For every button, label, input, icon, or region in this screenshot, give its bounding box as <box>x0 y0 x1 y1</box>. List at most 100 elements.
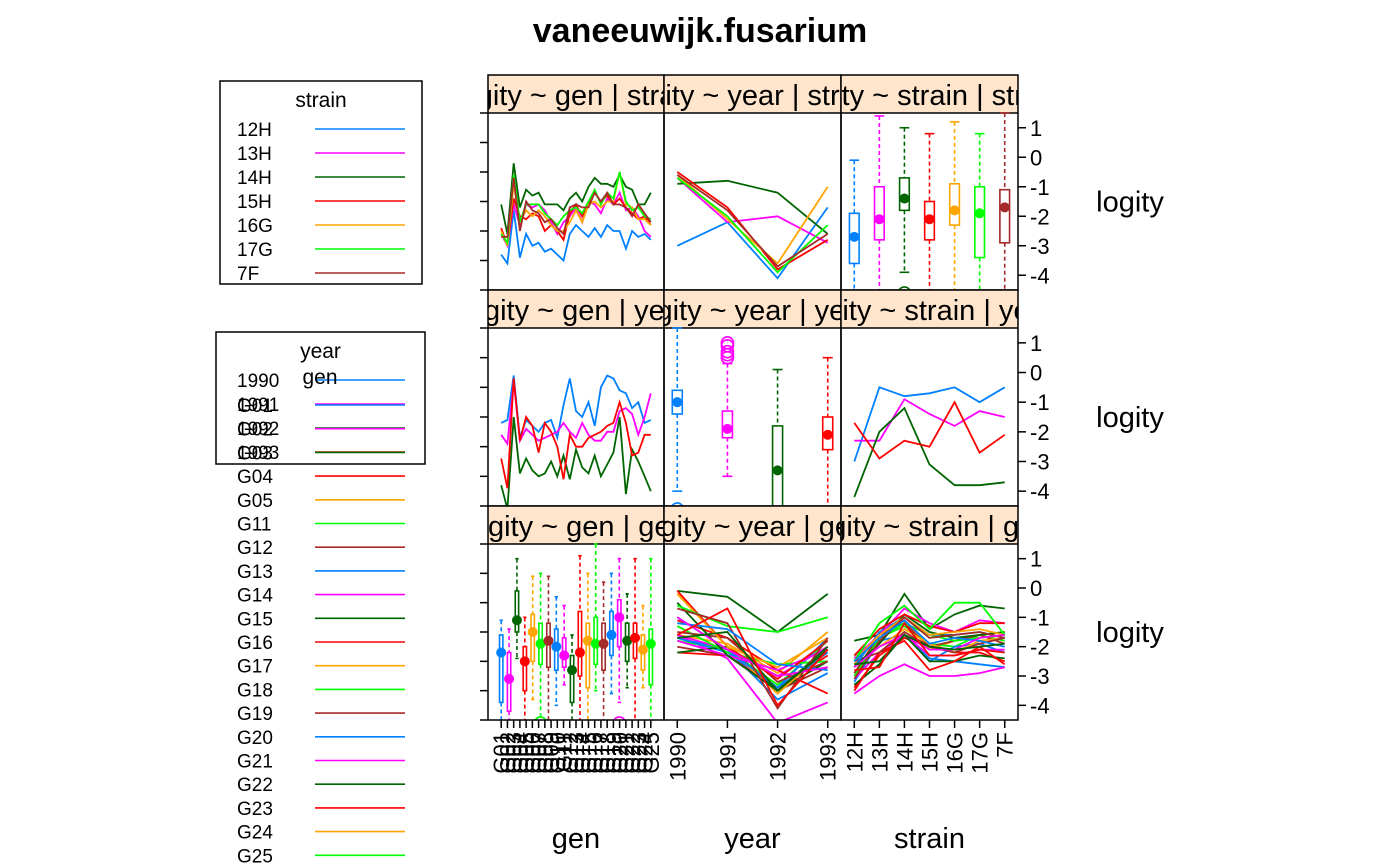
legend-area: strain 12H 13H 14H 15H 16G 17G 7F year 1990 1991 19… <box>215 80 426 866</box>
strip-background <box>488 75 664 113</box>
legend-label: G21 <box>237 752 273 773</box>
panel-3-2: logity ~ year | gen <box>664 506 841 720</box>
series-line-20 <box>853 616 1005 680</box>
series-line-5 <box>676 177 829 274</box>
x-tick-label: 13H <box>867 732 892 772</box>
boxplot-median <box>590 638 601 649</box>
x-tick-label: G21 <box>614 732 639 774</box>
x-tick-label: G16 <box>583 732 608 774</box>
boxplot-box <box>821 416 834 451</box>
x-tick-label: G18 <box>595 732 620 774</box>
legend-label: G22 <box>237 775 273 796</box>
y-axis-label: logity <box>1096 402 1164 434</box>
x-tick-label: G04 <box>508 732 533 774</box>
strip-background <box>664 506 841 544</box>
panel-content <box>500 163 652 266</box>
strip-background <box>841 290 1018 328</box>
boxplot-box <box>585 622 591 689</box>
x-tick-label: G08 <box>533 732 558 774</box>
y-tick-label: -4 <box>1030 479 1050 504</box>
legend-label: G03 <box>237 443 273 464</box>
boxplot-median <box>559 650 570 661</box>
boxplot-box <box>616 598 622 648</box>
panel-content <box>676 171 829 280</box>
panel-3-1: logity ~ gen | gen <box>488 506 664 720</box>
series-line-20 <box>677 607 829 710</box>
x-tick-label: G05 <box>514 732 539 774</box>
x-tick-label: G10 <box>545 732 570 774</box>
series-line-21 <box>677 622 828 671</box>
boxplot-median <box>999 202 1010 213</box>
boxplot-median <box>622 635 633 646</box>
strip-background <box>841 75 1018 113</box>
legend-box <box>219 80 423 285</box>
panel-1-3: logity ~ strain | strain <box>841 75 1018 290</box>
legend-label: 13H <box>237 144 272 165</box>
series-line-4 <box>500 171 652 247</box>
axes-layer: 1 0 -1 -2 -3 -4 logity 1 0 -1 -2 -3 -4 logity 1 0 -1 -2 -3… <box>480 112 1164 855</box>
legend-label: 16G <box>237 216 273 237</box>
legend-label: G15 <box>237 609 273 630</box>
legend-label: G25 <box>237 846 273 866</box>
strip-label: logity ~ year | year <box>634 295 872 327</box>
boxplot-outlier <box>898 286 911 290</box>
boxplot-outlier <box>671 502 684 506</box>
boxplot-median <box>874 214 885 225</box>
strip-background <box>488 506 664 544</box>
y-tick-label: 0 <box>1030 145 1042 170</box>
legend-label: G24 <box>237 823 273 844</box>
boxplot-median <box>974 208 985 219</box>
series-line-2 <box>677 590 829 634</box>
series-line-3 <box>500 378 651 489</box>
y-tick-label: -4 <box>1030 263 1050 288</box>
strip-label: logity ~ gen | year <box>461 295 691 327</box>
x-tick-label: 7F <box>993 732 1018 758</box>
x-tick-label: 14H <box>892 732 917 772</box>
x-tick-label: G25 <box>639 732 664 774</box>
panel-content <box>671 327 834 506</box>
x-tick-label: 1991 <box>715 732 740 781</box>
series-line-23 <box>854 633 1005 666</box>
panel-content <box>853 386 1006 498</box>
legend-label: G13 <box>237 562 273 583</box>
y-tick-label: 0 <box>1030 361 1042 386</box>
series-line-1 <box>676 634 829 720</box>
boxplot-median <box>630 632 641 643</box>
y-tick-label: -2 <box>1030 635 1050 660</box>
x-tick-label: G12 <box>558 732 583 774</box>
legend-label: G01 <box>237 396 273 417</box>
x-tick-label: G19 <box>601 732 626 774</box>
boxplot-box <box>498 634 504 704</box>
x-tick-label: G14 <box>570 732 595 774</box>
y-tick-label: 0 <box>1030 576 1042 601</box>
y-axis-label: logity <box>1096 187 1164 219</box>
boxplot-box <box>514 590 520 633</box>
panel-3-3: logity ~ strain | gen <box>841 506 1018 695</box>
legend-label: G04 <box>237 467 273 488</box>
series-line-22 <box>853 633 1005 668</box>
y-tick-label: -2 <box>1030 420 1050 445</box>
series-line-22 <box>676 616 828 677</box>
strip-label: logity ~ gen | strain <box>454 80 698 112</box>
boxplot-box <box>771 425 784 506</box>
x-tick-label: G23 <box>626 732 651 774</box>
series-line-21 <box>853 619 1005 662</box>
y-tick-label: 1 <box>1030 331 1042 356</box>
legend-label: 1993 <box>237 443 279 464</box>
boxplot-box <box>873 185 885 241</box>
chart-title: vaneeuwijk.fusarium <box>533 12 867 50</box>
series-line-24 <box>676 607 829 707</box>
boxplot-outlier <box>720 336 735 350</box>
x-tick-label: G06 <box>520 732 545 774</box>
boxplot-box <box>648 628 654 686</box>
legend-box <box>215 331 426 465</box>
boxplot-box <box>569 654 575 704</box>
boxplot-median <box>582 635 593 646</box>
series-line-1 <box>676 177 829 244</box>
x-tick-label: G20 <box>608 732 633 774</box>
x-tick-label: G13 <box>564 732 589 774</box>
strip-background <box>664 290 841 328</box>
x-tick-label: 1990 <box>665 732 690 781</box>
series-line-9 <box>853 633 1005 686</box>
